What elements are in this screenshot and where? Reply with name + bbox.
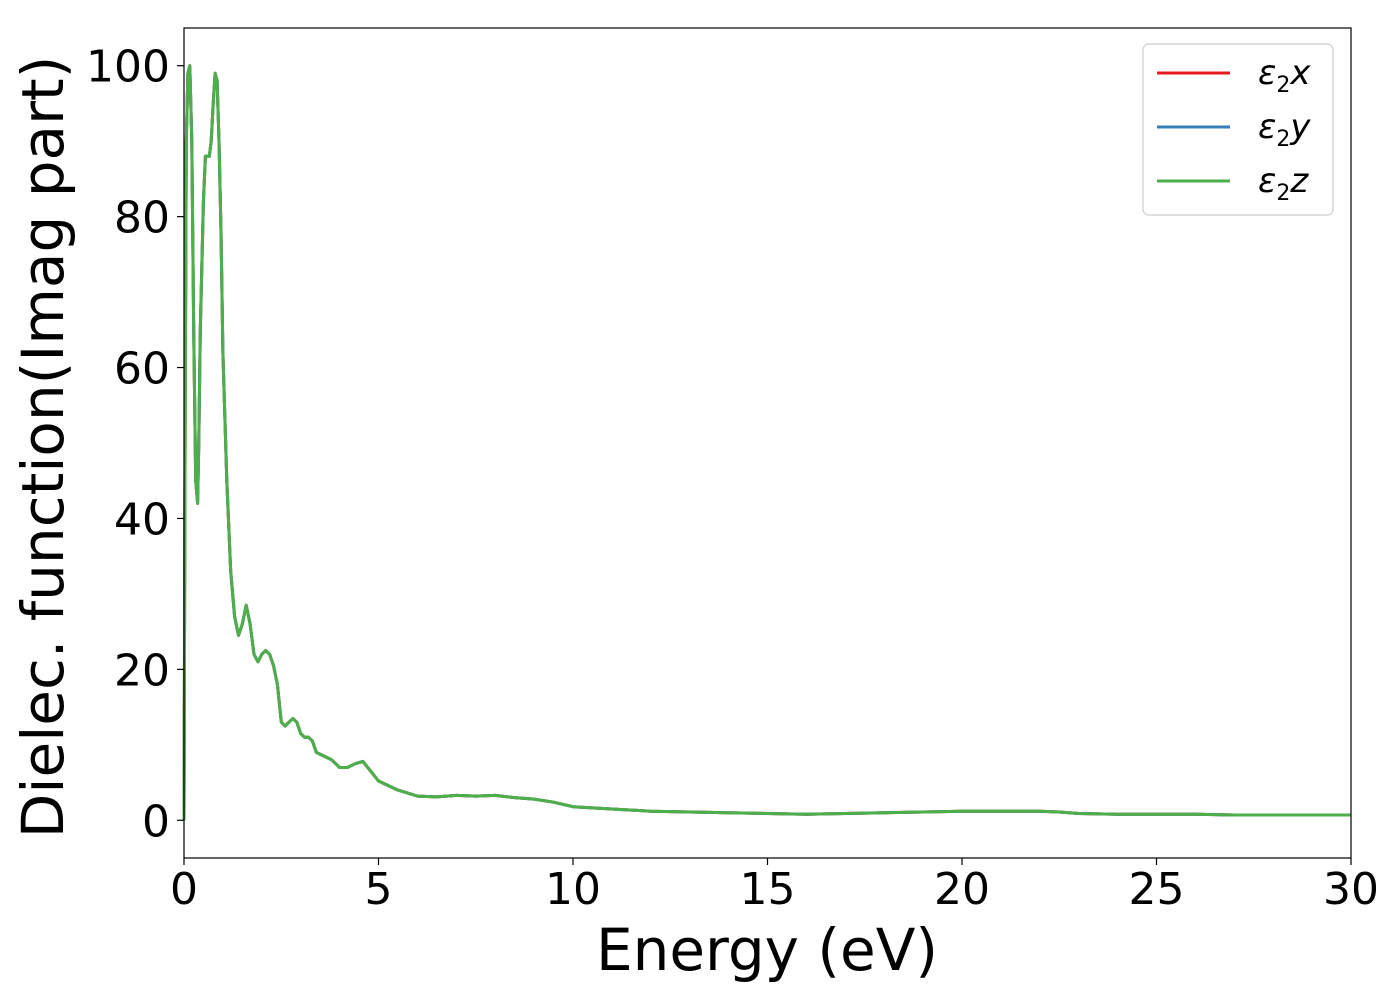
- legend: ε2x ε2y ε2z: [1142, 43, 1334, 216]
- x-axis-label: Energy (eV): [596, 916, 938, 984]
- x-tick-label: 0: [170, 864, 198, 915]
- y-tick-label: 40: [114, 494, 170, 545]
- legend-box: [1142, 43, 1334, 216]
- legend-label-y: ε2y: [1258, 107, 1311, 152]
- y-tick-label: 80: [114, 193, 170, 244]
- y-tick-label: 20: [114, 645, 170, 696]
- x-tick-label: 25: [1129, 864, 1185, 915]
- y-tick-label: 100: [86, 42, 170, 93]
- x-tick-label: 5: [365, 864, 393, 915]
- y-tick-label: 0: [142, 796, 170, 847]
- legend-label-z: ε2z: [1258, 161, 1309, 206]
- legend-label-x: ε2x: [1258, 53, 1311, 98]
- x-tick-label: 20: [934, 864, 990, 915]
- series-layer: [182, 64, 1351, 821]
- x-tick-label: 10: [545, 864, 601, 915]
- x-tick-label: 30: [1323, 864, 1379, 915]
- y-tick-label: 60: [114, 344, 170, 395]
- axes-layer: 0 5 10 15 20 25 30 0 20 40 60 80 100: [86, 27, 1379, 915]
- x-tick-label: 15: [740, 864, 796, 915]
- y-axis-label: Dielec. function(Imag part): [9, 56, 77, 839]
- series-line-z: [182, 64, 1351, 821]
